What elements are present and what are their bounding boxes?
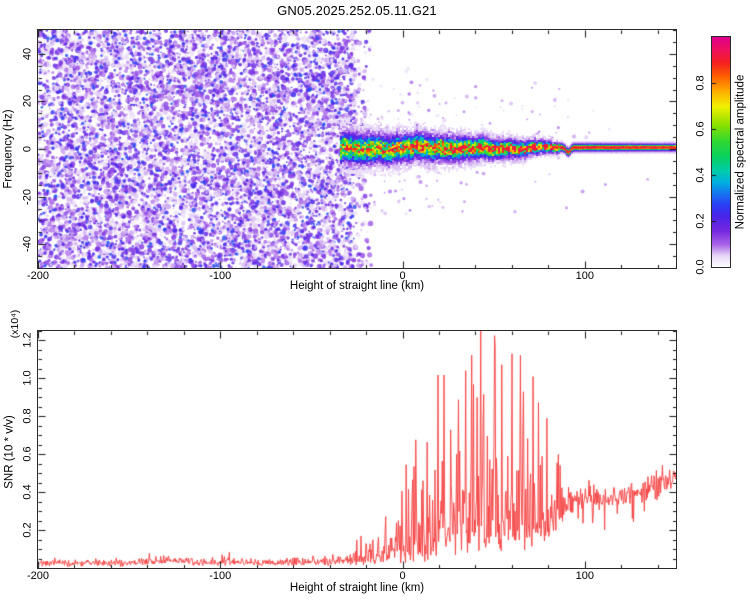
colorbar-label: Normalized spectral amplitude [734, 74, 747, 230]
snr-xtick-0: 0 [399, 570, 406, 582]
spectrogram-canvas [37, 29, 677, 269]
snr-ytick-1.0: 1.0 [21, 370, 34, 387]
spectrogram-xlabel: Height of straight line (km) [289, 280, 425, 292]
spec-ytick--40: -40 [21, 236, 34, 253]
snr-ytick-1.2: 1.2 [21, 332, 34, 349]
snr-xtick--100: -100 [209, 570, 232, 582]
snr-ylabel: SNR (10 * v/v) [3, 415, 16, 489]
spectrogram-ylabel: Frequency (Hz) [2, 109, 15, 189]
cb-tick-0.6: 0.6 [694, 121, 707, 137]
spec-ytick-20: 20 [21, 95, 34, 108]
snr-ytick-0.8: 0.8 [21, 408, 34, 424]
snr-ytick-0.6: 0.6 [21, 446, 34, 462]
spec-ytick-40: 40 [21, 47, 34, 60]
snr-ytick-0.4: 0.4 [21, 484, 34, 500]
spec-ytick-0: 0 [21, 145, 34, 153]
cb-tick-0.8: 0.8 [694, 75, 707, 91]
snr-ytick-0.2: 0.2 [21, 522, 34, 538]
spec-xtick-0: 0 [399, 270, 406, 282]
spec-ytick--20: -20 [21, 188, 34, 205]
snr-scale-label: (x10⁴) [8, 309, 21, 339]
cb-tick-0.2: 0.2 [694, 213, 707, 229]
snr-xtick--200: -200 [26, 570, 50, 582]
cb-tick-0.0: 0.0 [694, 259, 707, 275]
snr-xlabel: Height of straight line (km) [289, 582, 425, 594]
spec-xtick--200: -200 [26, 270, 50, 282]
spec-xtick--100: -100 [209, 270, 232, 282]
snr-xtick-100: 100 [575, 570, 595, 582]
figure-title: GN05.2025.252.05.11.G21 [277, 3, 437, 18]
snr-canvas [37, 330, 677, 569]
cb-tick-0.4: 0.4 [694, 167, 707, 183]
spec-xtick-100: 100 [575, 270, 595, 282]
colorbar-canvas [711, 36, 731, 268]
